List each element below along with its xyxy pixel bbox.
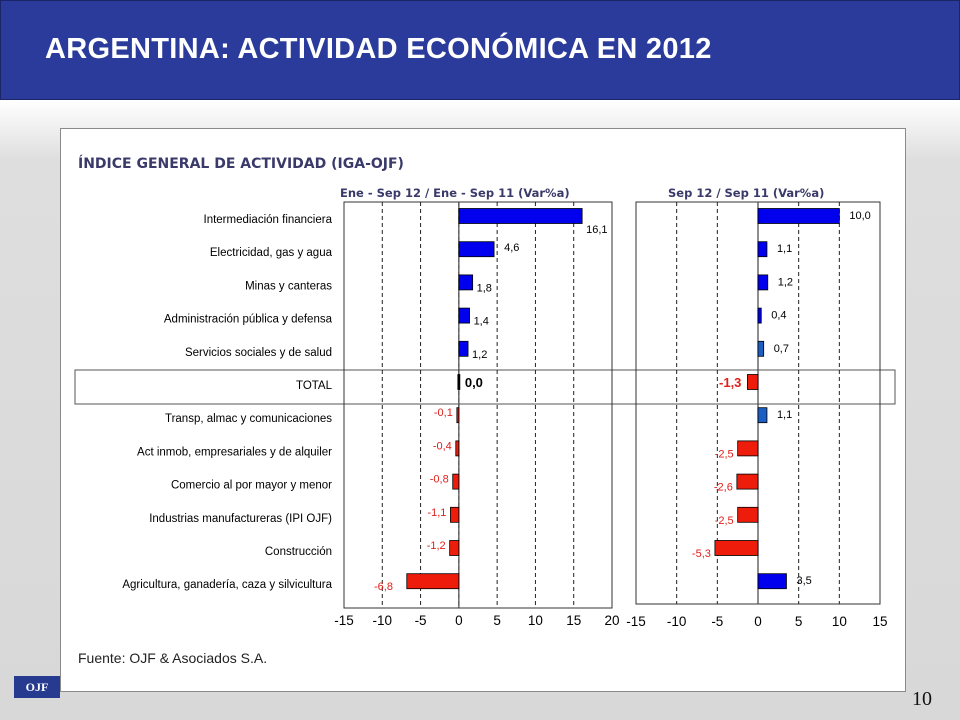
category-label-electricidad-gas-y-agua: Electricidad, gas y agua <box>210 247 333 259</box>
ojf-logo: OJF <box>14 676 60 698</box>
right-data-label-comercio-al-por-mayor-y-menor: -2,6 <box>714 482 733 494</box>
left-tick-label: 0 <box>455 613 463 628</box>
left-data-label-comercio-al-por-mayor-y-menor: -0,8 <box>430 474 449 486</box>
left-bar-industrias-manufactureras-ipi-ojf <box>450 506 460 523</box>
right-tick-label: 5 <box>795 614 803 629</box>
right-data-label-total: -1,3 <box>719 375 741 390</box>
category-label-comercio-al-por-mayor-y-menor: Comercio al por mayor y menor <box>171 480 332 492</box>
right-data-label-industrias-manufactureras-ipi-ojf: -2,5 <box>715 515 734 527</box>
left-data-label-act-inmob-empresariales-y-de-alquiler: -0,4 <box>433 440 452 452</box>
chart-subtitle: ÍNDICE GENERAL DE ACTIVIDAD (IGA-OJF) <box>78 156 404 172</box>
right-bar-construccion <box>714 540 759 556</box>
left-bar-minas-y-canteras <box>458 274 474 291</box>
right-tick-label: 0 <box>754 614 762 629</box>
total-highlight-box <box>74 369 896 405</box>
category-label-construccion: Construcción <box>265 546 332 558</box>
left-bar-total <box>457 374 461 390</box>
right-data-label-construccion: -5,3 <box>692 548 711 560</box>
left-bar-electricidad-gas-y-agua <box>458 241 495 258</box>
left-data-label-servicios-sociales-y-de-salud: 1,2 <box>472 349 487 361</box>
category-label-minas-y-canteras: Minas y canteras <box>245 280 332 292</box>
category-label-act-inmob-empresariales-y-de-alquiler: Act inmob, empresariales y de alquiler <box>137 446 332 458</box>
right-bar-industrias-manufactureras-ipi-ojf <box>737 506 759 523</box>
left-bar-servicios-sociales-y-de-salud <box>458 340 469 357</box>
right-bar-comercio-al-por-mayor-y-menor <box>736 473 759 490</box>
right-bar-act-inmob-empresariales-y-de-alquiler <box>737 440 759 457</box>
right-tick-label: -5 <box>711 614 723 629</box>
right-data-label-minas-y-canteras: 1,2 <box>778 276 793 288</box>
right-data-label-agricultura-ganaderia-caza-y-silvicultura: 3,5 <box>796 575 811 587</box>
left-bar-transp-almac-y-comunicaciones <box>456 407 460 424</box>
left-data-label-intermediacion-financiera: 16,1 <box>586 224 607 236</box>
left-chart-title: Ene - Sep 12 / Ene - Sep 11 (Var%a) <box>340 186 570 200</box>
source-note: Fuente: OJF & Asociados S.A. <box>78 650 268 666</box>
left-data-label-agricultura-ganaderia-caza-y-silvicultura: -6,8 <box>374 581 393 593</box>
left-data-label-total: 0,0 <box>465 375 483 390</box>
left-data-label-transp-almac-y-comunicaciones: -0,1 <box>434 407 453 419</box>
right-data-label-transp-almac-y-comunicaciones: 1,1 <box>777 409 792 421</box>
category-label-administracion-publica-y-defensa: Administración pública y defensa <box>164 314 333 326</box>
right-data-label-servicios-sociales-y-de-salud: 0,7 <box>774 343 789 355</box>
left-tick-label: 10 <box>528 613 543 628</box>
right-bar-administracion-publica-y-defensa <box>757 307 762 324</box>
right-tick-label: 10 <box>832 614 847 629</box>
left-bar-act-inmob-empresariales-y-de-alquiler <box>455 440 460 457</box>
right-data-label-administracion-publica-y-defensa: 0,4 <box>771 310 786 322</box>
left-tick-label: -5 <box>415 613 427 628</box>
category-label-total: TOTAL <box>296 380 333 392</box>
right-bar-total <box>747 374 759 390</box>
left-bar-administracion-publica-y-defensa <box>458 307 470 324</box>
right-bar-servicios-sociales-y-de-salud <box>757 340 765 357</box>
page-number: 10 <box>912 688 932 710</box>
left-tick-label: 15 <box>566 613 581 628</box>
left-data-label-electricidad-gas-y-agua: 4,6 <box>504 242 519 254</box>
right-data-label-act-inmob-empresariales-y-de-alquiler: -2,5 <box>715 448 734 460</box>
left-data-label-industrias-manufactureras-ipi-ojf: -1,1 <box>427 507 446 519</box>
header-bar: ARGENTINA: ACTIVIDAD ECONÓMICA EN 2012 <box>0 0 960 100</box>
right-chart-title: Sep 12 / Sep 11 (Var%a) <box>668 186 825 200</box>
left-bar-intermediacion-financiera <box>458 208 583 224</box>
left-data-label-construccion: -1,2 <box>427 540 446 552</box>
category-label-industrias-manufactureras-ipi-ojf: Industrias manufactureras (IPI OJF) <box>149 513 332 525</box>
right-bar-agricultura-ganaderia-caza-y-silvicultura <box>757 573 787 590</box>
left-tick-label: 5 <box>493 613 501 628</box>
right-tick-label: -15 <box>626 614 646 629</box>
right-bar-electricidad-gas-y-agua <box>757 241 768 258</box>
category-label-servicios-sociales-y-de-salud: Servicios sociales y de salud <box>185 347 332 359</box>
left-tick-label: 20 <box>604 613 619 628</box>
category-label-transp-almac-y-comunicaciones: Transp, almac y comunicaciones <box>165 413 332 425</box>
left-plot-frame <box>343 201 613 609</box>
right-data-label-electricidad-gas-y-agua: 1,1 <box>777 243 792 255</box>
left-tick-label: -15 <box>334 613 354 628</box>
page-title: ARGENTINA: ACTIVIDAD ECONÓMICA EN 2012 <box>45 33 712 65</box>
right-tick-label: 15 <box>872 614 887 629</box>
category-label-agricultura-ganaderia-caza-y-silvicultura: Agricultura, ganadería, caza y silvicult… <box>122 579 332 591</box>
category-label-intermediacion-financiera: Intermediación financiera <box>204 214 333 226</box>
left-bar-comercio-al-por-mayor-y-menor <box>452 473 460 490</box>
right-tick-label: -10 <box>667 614 687 629</box>
left-data-label-minas-y-canteras: 1,8 <box>477 282 492 294</box>
right-data-label-intermediacion-financiera: 10,0 <box>849 210 870 222</box>
left-bar-construccion <box>449 540 460 556</box>
right-bar-transp-almac-y-comunicaciones <box>757 407 768 424</box>
right-bar-minas-y-canteras <box>757 274 769 291</box>
left-tick-label: -10 <box>373 613 393 628</box>
left-bar-agricultura-ganaderia-caza-y-silvicultura <box>406 573 460 590</box>
left-data-label-administracion-publica-y-defensa: 1,4 <box>474 316 489 328</box>
right-bar-intermediacion-financiera <box>757 208 840 224</box>
